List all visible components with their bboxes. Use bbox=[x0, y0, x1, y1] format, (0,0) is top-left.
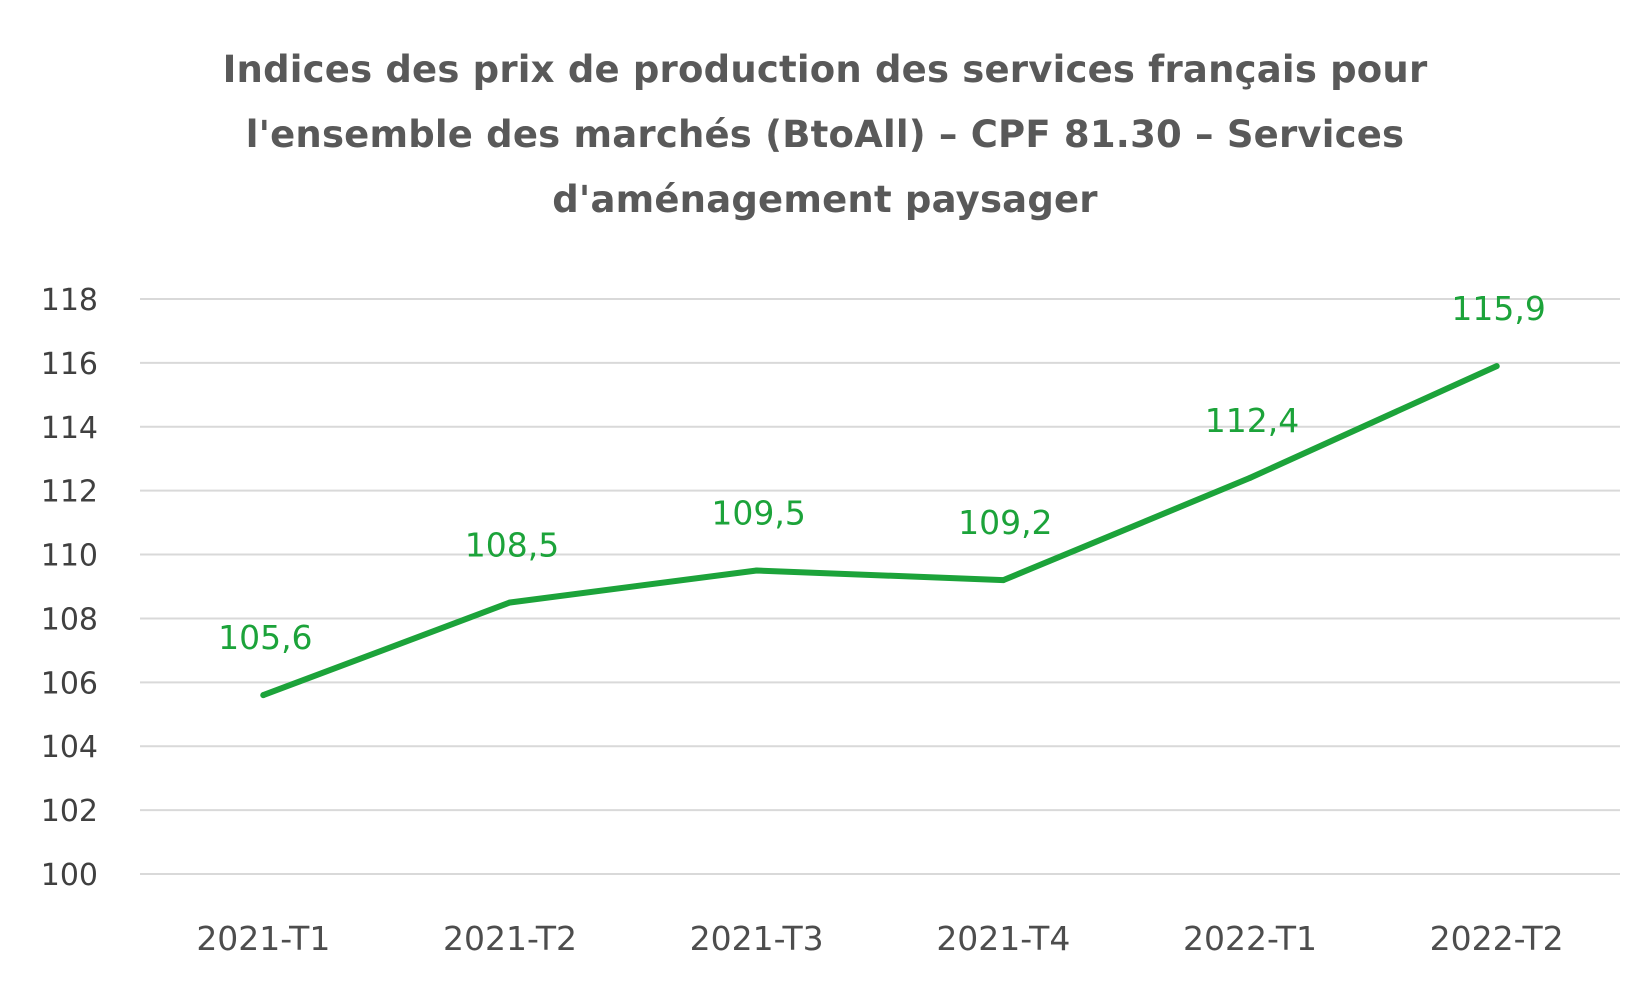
chart-title-line-1: Indices des prix de production des servi… bbox=[222, 48, 1428, 91]
data-labels: 105,6 108,5 109,5 109,2 112,4 115,9 bbox=[218, 289, 1546, 657]
y-axis-ticks: 100 102 104 106 108 110 112 114 116 118 bbox=[41, 283, 98, 893]
y-tick-label: 104 bbox=[41, 730, 98, 765]
y-tick-label: 102 bbox=[41, 794, 98, 829]
y-tick-label: 110 bbox=[41, 539, 98, 574]
y-tick-label: 118 bbox=[41, 283, 98, 318]
data-point bbox=[1247, 474, 1253, 481]
x-tick-label: 2021-T3 bbox=[690, 919, 824, 958]
series bbox=[260, 363, 1500, 699]
data-label: 112,4 bbox=[1205, 401, 1299, 440]
y-tick-label: 108 bbox=[41, 602, 98, 637]
data-point bbox=[260, 692, 267, 699]
chart-title-line-3: d'aménagement paysager bbox=[552, 178, 1098, 221]
y-tick-label: 100 bbox=[41, 858, 98, 893]
gridlines bbox=[140, 298, 1620, 875]
data-label: 109,5 bbox=[711, 494, 805, 533]
series-line bbox=[260, 363, 1500, 699]
data-point bbox=[1493, 363, 1500, 370]
data-point bbox=[753, 567, 760, 574]
y-tick-label: 112 bbox=[41, 475, 98, 510]
x-tick-label: 2022-T2 bbox=[1430, 919, 1564, 958]
data-label: 105,6 bbox=[218, 618, 312, 657]
x-tick-label: 2021-T4 bbox=[936, 919, 1070, 958]
y-tick-label: 114 bbox=[41, 411, 98, 446]
data-point bbox=[1000, 577, 1007, 584]
data-point bbox=[507, 599, 513, 606]
chart-title-line-2: l'ensemble des marchés (BtoAll) – CPF 81… bbox=[245, 113, 1405, 156]
y-tick-label: 116 bbox=[41, 347, 98, 382]
data-label: 115,9 bbox=[1451, 289, 1545, 328]
data-label: 109,2 bbox=[958, 503, 1052, 542]
x-tick-label: 2021-T1 bbox=[196, 919, 330, 958]
y-tick-label: 106 bbox=[41, 666, 98, 701]
x-tick-label: 2021-T2 bbox=[443, 919, 577, 958]
x-tick-label: 2022-T1 bbox=[1183, 919, 1317, 958]
data-label: 108,5 bbox=[465, 525, 559, 564]
x-axis-categories: 2021-T1 2021-T2 2021-T3 2021-T4 2022-T1 2022-… bbox=[196, 919, 1563, 958]
